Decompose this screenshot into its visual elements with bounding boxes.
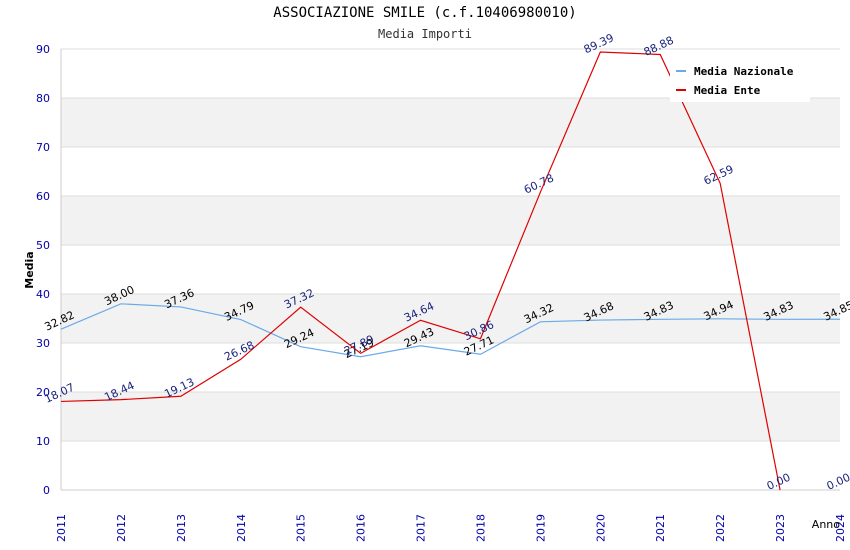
y-tick-label: 10 [36, 435, 50, 448]
series-line-national [60, 303, 841, 358]
legend-label-national: Media Nazionale [694, 64, 794, 78]
x-tick-label: 2023 [774, 514, 787, 542]
y-tick-label: 60 [36, 190, 50, 203]
x-tick-label: 2011 [55, 514, 68, 542]
grid-band [61, 196, 840, 245]
x-tick-label: 2020 [594, 514, 607, 542]
x-tick-label: 2024 [834, 514, 847, 542]
x-tick-label: 2015 [295, 514, 308, 542]
x-tick-label: 2014 [235, 514, 248, 542]
legend: Media Nazionale Media Ente [670, 60, 810, 102]
x-tick-label: 2018 [474, 514, 487, 542]
data-label-entity: 62.59 [702, 163, 736, 188]
y-axis-title: Media [23, 251, 36, 288]
y-tick-label: 20 [36, 386, 50, 399]
y-tick-label: 80 [36, 92, 50, 105]
legend-swatch-entity [676, 89, 686, 91]
y-tick-label: 30 [36, 337, 50, 350]
legend-swatch-national [676, 70, 686, 72]
legend-item-entity: Media Ente [676, 82, 760, 98]
y-tick-label: 0 [43, 484, 50, 497]
x-axis-title: Anno [812, 518, 840, 531]
data-label-entity: 88.88 [642, 34, 676, 59]
x-tick-label: 2013 [175, 514, 188, 542]
x-tick-label: 2017 [415, 514, 428, 542]
legend-label-entity: Media Ente [694, 83, 761, 97]
y-tick-label: 90 [36, 43, 50, 56]
legend-item-national: Media Nazionale [676, 63, 793, 79]
chart-title: ASSOCIAZIONE SMILE (c.f.10406980010) [273, 5, 577, 21]
x-tick-label: 2022 [714, 514, 727, 542]
chart-subtitle: Media Importi [378, 27, 472, 41]
grid-band [61, 98, 840, 147]
x-tick-label: 2021 [654, 514, 667, 542]
x-tick-label: 2012 [115, 514, 128, 542]
y-tick-label: 40 [36, 288, 50, 301]
x-tick-label: 2019 [534, 514, 547, 542]
data-label-entity: 60.78 [522, 171, 556, 196]
y-tick-label: 50 [36, 239, 50, 252]
x-tick-label: 2016 [355, 514, 368, 542]
series-line-entity [60, 51, 781, 491]
grid-band [61, 392, 840, 441]
y-tick-label: 70 [36, 141, 50, 154]
